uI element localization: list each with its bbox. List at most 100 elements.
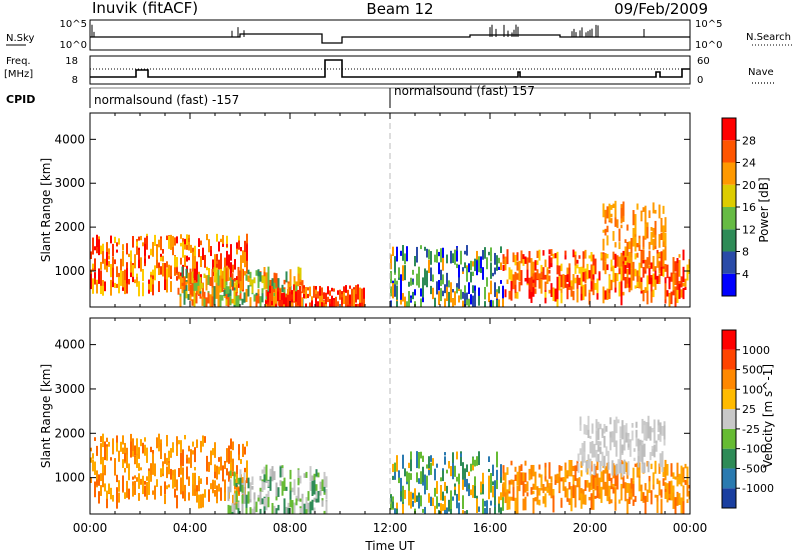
echo-cell xyxy=(225,299,228,306)
echo-cell xyxy=(214,442,216,458)
echo-cell xyxy=(601,428,604,436)
echo-cell xyxy=(311,300,313,307)
station-title: Inuvik (fitACF) xyxy=(92,0,198,17)
echo-cell xyxy=(172,474,174,489)
echo-cell xyxy=(154,485,156,500)
echo-cell xyxy=(289,496,292,508)
echo-cell xyxy=(684,479,687,485)
echo-cell xyxy=(625,423,628,436)
echo-cell xyxy=(188,476,190,486)
echo-cell xyxy=(118,450,120,462)
echo-cell xyxy=(642,250,645,260)
echo-cell xyxy=(146,235,148,250)
echo-cell xyxy=(430,455,432,462)
echo-cell xyxy=(140,439,142,447)
echo-cell xyxy=(114,458,116,475)
echo-cell xyxy=(166,485,168,490)
echo-cell xyxy=(524,460,527,466)
echo-cell xyxy=(502,254,505,265)
echo-cell xyxy=(482,250,484,260)
echo-cell xyxy=(285,486,288,491)
echo-cell xyxy=(612,203,615,208)
echo-cell xyxy=(609,431,612,438)
echo-cell xyxy=(325,501,328,514)
echo-cell xyxy=(585,460,588,473)
echo-cell xyxy=(138,257,140,269)
echo-cell xyxy=(512,252,515,263)
echo-cell xyxy=(104,281,106,292)
echo-cell xyxy=(402,454,404,469)
echo-cell xyxy=(514,271,517,285)
echo-cell xyxy=(216,260,218,264)
echo-cell xyxy=(160,439,162,446)
echo-cell xyxy=(642,289,645,302)
echo-cell xyxy=(259,508,262,514)
echo-cell xyxy=(548,255,551,269)
echo-cell xyxy=(208,489,210,502)
echo-cell xyxy=(514,466,517,472)
echo-cell xyxy=(606,235,609,246)
echo-cell xyxy=(210,250,212,257)
echo-cell xyxy=(626,224,629,231)
echo-cell xyxy=(232,264,234,273)
echo-cell xyxy=(200,240,202,246)
echo-cell xyxy=(246,441,248,447)
echo-cell xyxy=(586,480,589,488)
echo-cell xyxy=(625,432,628,443)
echo-cell xyxy=(285,271,288,283)
colorbar-swatch xyxy=(722,251,736,274)
echo-cell xyxy=(311,475,314,482)
echo-cell xyxy=(102,472,104,488)
echo-cell xyxy=(238,452,240,461)
echo-cell xyxy=(96,282,98,294)
echo-cell xyxy=(661,451,664,466)
echo-cell xyxy=(670,272,673,282)
echo-cell xyxy=(608,485,611,497)
echo-cell xyxy=(412,500,414,507)
echo-cell xyxy=(624,277,627,288)
echo-cell xyxy=(609,435,612,451)
echo-cell xyxy=(343,286,345,293)
echo-cell xyxy=(253,294,256,302)
echo-cell xyxy=(584,271,587,284)
echo-cell xyxy=(309,501,312,514)
echo-cell xyxy=(454,486,456,490)
echo-cell xyxy=(466,299,468,306)
echo-cell xyxy=(618,256,621,269)
echo-cell xyxy=(100,436,102,443)
echo-cell xyxy=(678,283,681,299)
echo-cell xyxy=(223,280,226,288)
echo-cell xyxy=(98,491,100,504)
echo-cell xyxy=(486,277,488,287)
echo-cell xyxy=(269,476,272,491)
echo-cell xyxy=(275,288,277,300)
echo-cell xyxy=(261,288,264,299)
echo-cell xyxy=(168,462,170,475)
echo-cell xyxy=(450,508,452,514)
echo-cell xyxy=(118,492,120,503)
echo-cell xyxy=(607,460,610,470)
echo-cell xyxy=(456,263,458,269)
colorbar-tick-label: 24 xyxy=(742,157,756,170)
velocity-colorbar-label: Velocity [m s^-1] xyxy=(761,364,775,468)
echo-cell xyxy=(295,299,297,304)
echo-cell xyxy=(144,243,146,256)
echo-cell xyxy=(176,236,178,244)
echo-cell xyxy=(462,462,464,477)
echo-cell xyxy=(623,425,626,440)
echo-cell xyxy=(536,499,539,505)
echo-cell xyxy=(201,283,204,287)
echo-cell xyxy=(576,259,579,264)
echo-cell xyxy=(166,276,168,293)
echo-cell xyxy=(186,234,188,245)
echo-cell xyxy=(490,299,492,307)
echo-cell xyxy=(578,487,581,498)
echo-cell xyxy=(281,481,284,496)
echo-cell xyxy=(482,472,484,485)
echo-cell xyxy=(307,491,310,501)
echo-cell xyxy=(277,278,280,291)
echo-cell xyxy=(434,254,436,263)
echo-cell xyxy=(150,277,152,292)
echo-cell xyxy=(200,256,202,268)
echo-cell xyxy=(267,273,270,291)
